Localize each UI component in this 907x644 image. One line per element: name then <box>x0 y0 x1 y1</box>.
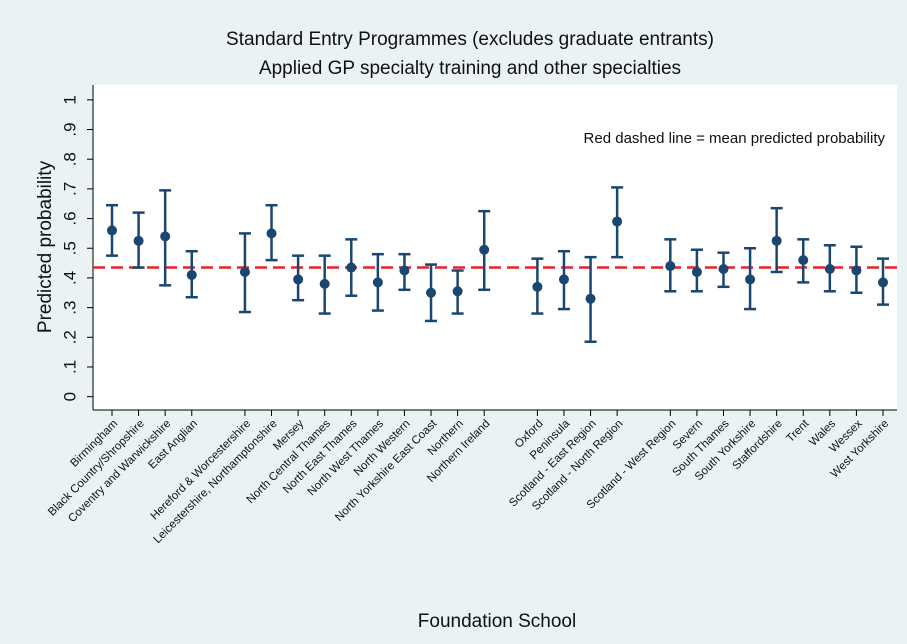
point <box>691 266 702 277</box>
point <box>558 274 569 285</box>
y-tick-label: 0 <box>60 392 79 401</box>
point <box>612 216 623 227</box>
y-tick-label: .9 <box>60 122 79 136</box>
point <box>665 261 676 272</box>
chart-subtitle: Applied GP specialty training and other … <box>259 58 681 79</box>
point <box>372 277 383 288</box>
point <box>878 277 888 288</box>
y-tick-label: .8 <box>60 152 79 166</box>
y-tick-label: .3 <box>60 301 79 315</box>
y-tick-label: .6 <box>60 211 79 225</box>
y-tick-label: .4 <box>60 271 79 285</box>
y-tick-label: .5 <box>60 241 79 255</box>
point <box>133 235 144 246</box>
point <box>426 287 437 298</box>
y-tick-label: .2 <box>60 330 79 344</box>
point <box>452 286 463 297</box>
point <box>798 255 809 266</box>
point <box>532 281 543 292</box>
plot-area <box>93 85 897 410</box>
chart-title: Standard Entry Programmes (excludes grad… <box>226 29 714 50</box>
point <box>718 264 729 275</box>
point <box>851 265 862 276</box>
y-axis-label: Predicted probability <box>35 160 56 333</box>
point <box>745 274 756 285</box>
point <box>160 231 171 242</box>
point <box>266 228 277 239</box>
x-axis-label: Foundation School <box>418 611 576 632</box>
y-tick-label: .1 <box>60 360 79 374</box>
point <box>771 235 782 246</box>
point <box>107 225 117 236</box>
point <box>399 265 410 276</box>
point <box>239 266 250 277</box>
point <box>479 244 490 255</box>
point <box>293 274 304 285</box>
point <box>186 269 197 280</box>
point <box>824 264 835 275</box>
y-tick-label: 1 <box>60 95 79 104</box>
point <box>319 278 330 289</box>
point <box>346 262 357 273</box>
y-tick-label: .7 <box>60 182 79 196</box>
point <box>585 293 596 304</box>
annotation: Red dashed line = mean predicted probabi… <box>584 130 886 147</box>
